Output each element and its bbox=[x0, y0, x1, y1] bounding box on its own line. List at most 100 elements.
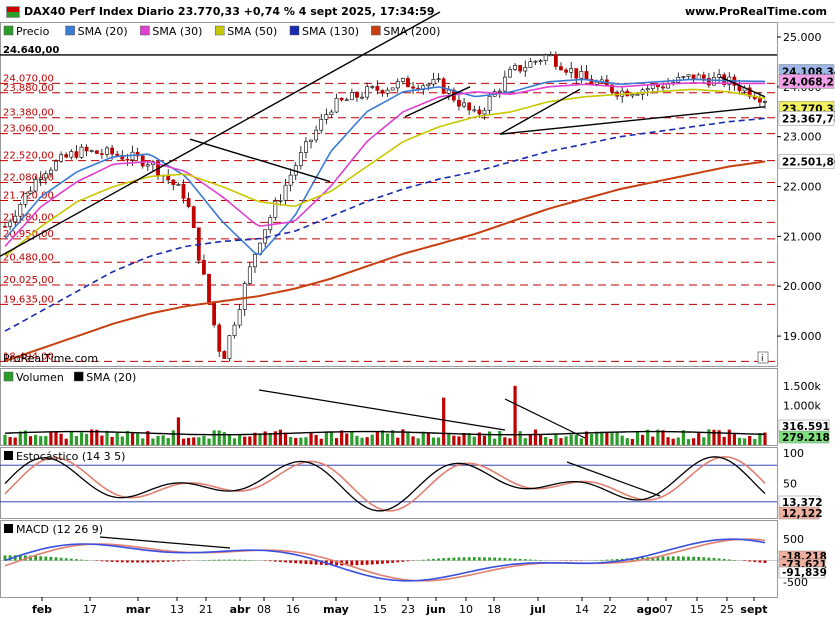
x-tick-label: 15 bbox=[690, 603, 704, 616]
macd-histogram-bar bbox=[350, 560, 354, 566]
candle-body bbox=[202, 260, 206, 275]
volume-bar bbox=[34, 434, 38, 445]
macd-histogram-bar bbox=[294, 560, 298, 564]
candle-body bbox=[79, 146, 84, 158]
volume-bar bbox=[462, 432, 466, 445]
volume-bar bbox=[640, 434, 645, 445]
candle-body bbox=[666, 83, 670, 89]
candle-body bbox=[508, 69, 512, 78]
x-tick-label: 18 bbox=[487, 603, 501, 616]
candle-body bbox=[344, 99, 349, 102]
macd-histogram-bar bbox=[702, 557, 706, 561]
macd-histogram-bar bbox=[330, 560, 333, 566]
volume-bar bbox=[635, 431, 640, 445]
macd-line bbox=[4, 538, 766, 582]
volume-bar bbox=[737, 437, 742, 445]
volume-bar bbox=[498, 431, 502, 445]
macd-histogram-bar bbox=[421, 559, 425, 561]
volume-bar bbox=[630, 439, 634, 445]
candle-body bbox=[309, 139, 313, 142]
chart-header: DAX40 Perf Index Diario 23.770,33 +0,74 … bbox=[0, 0, 835, 23]
macd-histogram-bar bbox=[462, 557, 466, 561]
volume-bar bbox=[579, 438, 583, 445]
macd-histogram-bar bbox=[141, 560, 145, 563]
macd-histogram-bar bbox=[335, 560, 338, 566]
candle-body bbox=[89, 150, 94, 153]
candle-body bbox=[49, 169, 53, 175]
level-label: 22.520,00 bbox=[3, 151, 54, 162]
macd-histogram-bar bbox=[80, 559, 83, 561]
volume-bar bbox=[702, 437, 706, 445]
volume-bar bbox=[176, 417, 181, 445]
legend-label: SMA (130) bbox=[302, 25, 359, 38]
legend-label: MACD (12 26 9) bbox=[16, 523, 103, 536]
volume-bar bbox=[753, 439, 757, 445]
volume-bar bbox=[681, 430, 685, 445]
volume-bar bbox=[584, 431, 589, 445]
volume-bar bbox=[559, 438, 563, 445]
macd-histogram-bar bbox=[360, 560, 364, 566]
price-tick-label: 19.000 bbox=[783, 330, 822, 343]
candle-body bbox=[38, 177, 43, 180]
x-tick-label: 10 bbox=[459, 603, 473, 616]
volume-bar bbox=[334, 438, 339, 445]
candle-body bbox=[105, 147, 109, 155]
volume-bar bbox=[171, 430, 175, 445]
volume-bar bbox=[712, 429, 716, 445]
candle-body bbox=[395, 81, 400, 89]
macd-histogram-bar bbox=[64, 558, 68, 561]
candle-body bbox=[569, 68, 574, 73]
candle-body bbox=[712, 76, 716, 86]
macd-histogram-bar bbox=[273, 560, 277, 562]
macd-histogram-bar bbox=[319, 560, 323, 565]
macd-histogram-bar bbox=[3, 555, 7, 561]
legend-swatch bbox=[73, 371, 84, 382]
x-tick-label: 08 bbox=[257, 603, 271, 616]
volume-bar bbox=[329, 431, 334, 445]
candle-body bbox=[314, 129, 319, 141]
x-tick-label: sept bbox=[740, 603, 767, 616]
macd-histogram-bar bbox=[126, 560, 129, 563]
volume-bar bbox=[651, 436, 655, 445]
value-badge-text: 12,122 bbox=[782, 508, 823, 520]
macd-histogram-bar bbox=[386, 560, 389, 564]
candle-body bbox=[655, 84, 660, 88]
volume-bar bbox=[493, 438, 497, 445]
x-tick-label: 15 bbox=[373, 603, 387, 616]
volume-bar bbox=[181, 438, 186, 445]
volume-bar bbox=[544, 436, 548, 445]
stoch-k-line bbox=[4, 456, 766, 512]
candle-body bbox=[334, 97, 339, 113]
macd-histogram-bar bbox=[666, 556, 670, 561]
macd-histogram-bar bbox=[452, 557, 456, 561]
macd-histogram-bar bbox=[238, 559, 242, 561]
macd-histogram-bar bbox=[727, 559, 731, 561]
volume-bar bbox=[707, 429, 711, 445]
volume-bar bbox=[49, 431, 53, 445]
legend-label: Volumen bbox=[16, 371, 64, 384]
macd-histogram-bar bbox=[426, 559, 430, 561]
candle-body bbox=[431, 79, 436, 85]
info-icon-glyph: i bbox=[761, 354, 764, 364]
volume-bar bbox=[518, 431, 522, 445]
macd-histogram-bar bbox=[758, 560, 762, 563]
value-badge-text: -91,839 bbox=[782, 567, 827, 579]
macd-histogram-bar bbox=[406, 560, 410, 562]
macd-histogram-bar bbox=[732, 559, 736, 561]
volume-bar bbox=[263, 431, 267, 445]
candle-body bbox=[145, 164, 150, 167]
volume-bar bbox=[401, 429, 405, 445]
macd-histogram-bar bbox=[753, 560, 757, 563]
candle-body bbox=[28, 190, 33, 194]
candle-body bbox=[13, 215, 18, 223]
macd-histogram-bar bbox=[54, 557, 58, 561]
candle-body bbox=[59, 154, 64, 162]
trendline bbox=[0, 11, 441, 257]
volume-bar bbox=[457, 436, 461, 445]
legend-label: SMA (200) bbox=[383, 25, 440, 38]
macd-histogram-bar bbox=[304, 560, 308, 564]
volume-bar bbox=[268, 433, 272, 445]
macd-histogram-bar bbox=[656, 556, 660, 561]
volume-bar bbox=[350, 432, 354, 445]
volume-bar bbox=[447, 433, 451, 445]
